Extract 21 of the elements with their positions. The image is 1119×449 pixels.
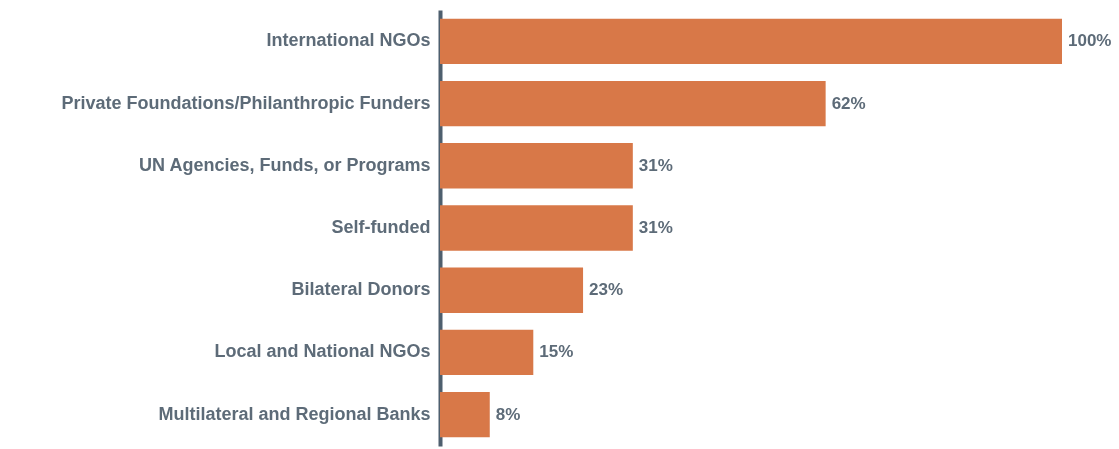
bar [440, 205, 633, 251]
data-label: 23% [589, 280, 624, 300]
data-label: 31% [638, 218, 673, 237]
bar [440, 267, 584, 313]
y-tick-label: UN Agencies, Funds, or Programs [139, 154, 431, 175]
bar [440, 329, 534, 376]
y-tick-label: Self-funded [331, 217, 431, 237]
bar [440, 18, 1062, 65]
y-tick-label: Local and National NGOs [214, 341, 431, 362]
data-label: 8% [495, 404, 521, 424]
data-label: 31% [638, 155, 673, 175]
bar [440, 80, 826, 127]
y-tick-label: Multilateral and Regional Banks [158, 403, 431, 424]
data-label: 62% [831, 93, 866, 113]
data-label: 15% [539, 342, 574, 362]
y-tick-label: Private Foundations/Philanthropic Funders [61, 92, 431, 113]
y-tick-label: International NGOs [266, 30, 431, 51]
y-tick-label: Bilateral Donors [291, 279, 431, 300]
bar [440, 391, 490, 438]
bar [440, 143, 633, 189]
data-label: 100% [1068, 31, 1112, 51]
